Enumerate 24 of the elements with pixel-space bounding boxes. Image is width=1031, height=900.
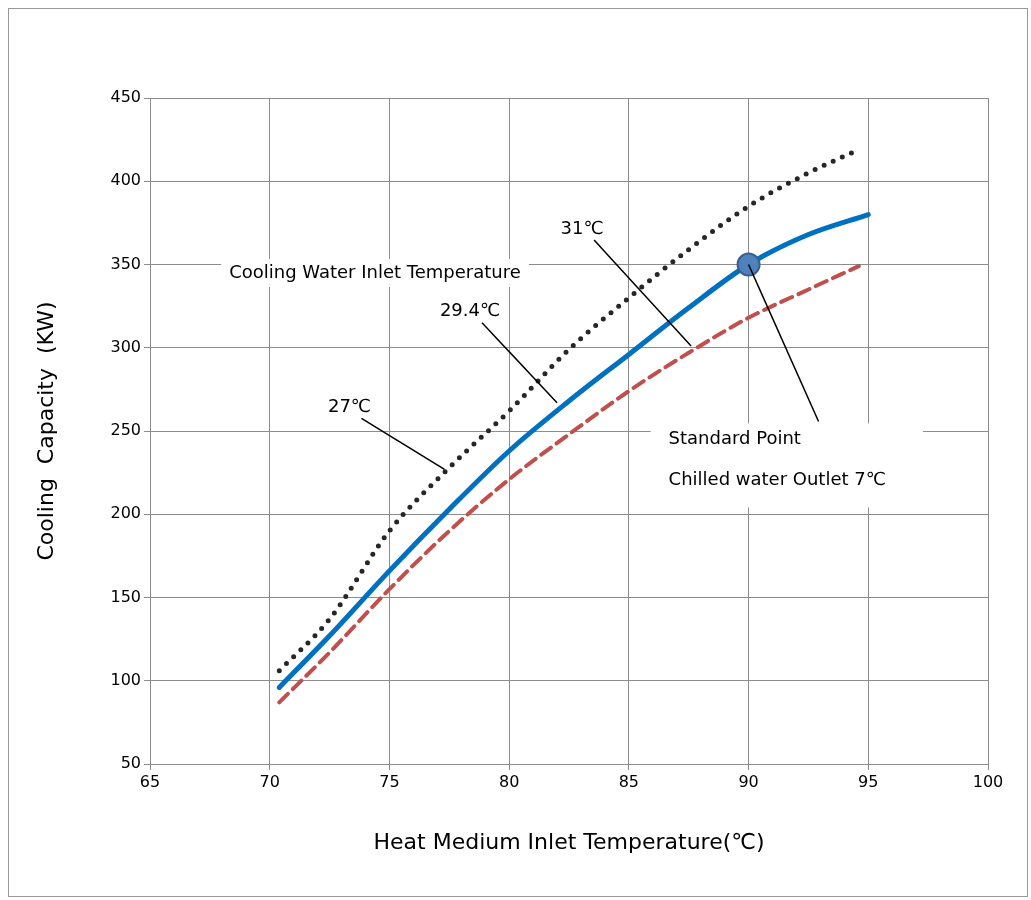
y-tick-label: 450 — [110, 87, 141, 107]
x-tick-label: 80 — [498, 771, 520, 791]
annotation: 29.4℃ — [439, 299, 501, 321]
x-tick-label: 90 — [738, 771, 759, 791]
x-tick-label: 75 — [379, 771, 400, 791]
annotation: Cooling Water Inlet Temperature — [229, 260, 521, 282]
x-tick-label: 65 — [139, 771, 161, 791]
y-tick-label: 150 — [110, 586, 141, 606]
annotation: 27℃ — [327, 394, 372, 416]
y-tick-label: 400 — [110, 170, 141, 190]
annotation: Standard Point Chilled water Outlet 7℃ — [668, 427, 886, 490]
y-tick-label: 250 — [110, 420, 141, 440]
x-tick-label: 95 — [858, 771, 879, 791]
annotation: 31℃ — [560, 216, 604, 238]
x-axis-title: Heat Medium Inlet Temperature(℃) — [373, 828, 765, 854]
x-tick-label: 100 — [972, 771, 1004, 791]
y-tick-label: 50 — [120, 753, 141, 773]
y-tick-label: 300 — [110, 336, 141, 356]
x-tick-label: 70 — [259, 771, 280, 791]
y-tick-label: 200 — [110, 503, 141, 523]
x-tick-label: 85 — [618, 771, 640, 791]
y-axis-title: Cooling Capacity (KW) — [32, 301, 58, 561]
y-tick-label: 350 — [110, 253, 141, 273]
y-tick-label: 100 — [110, 669, 141, 689]
